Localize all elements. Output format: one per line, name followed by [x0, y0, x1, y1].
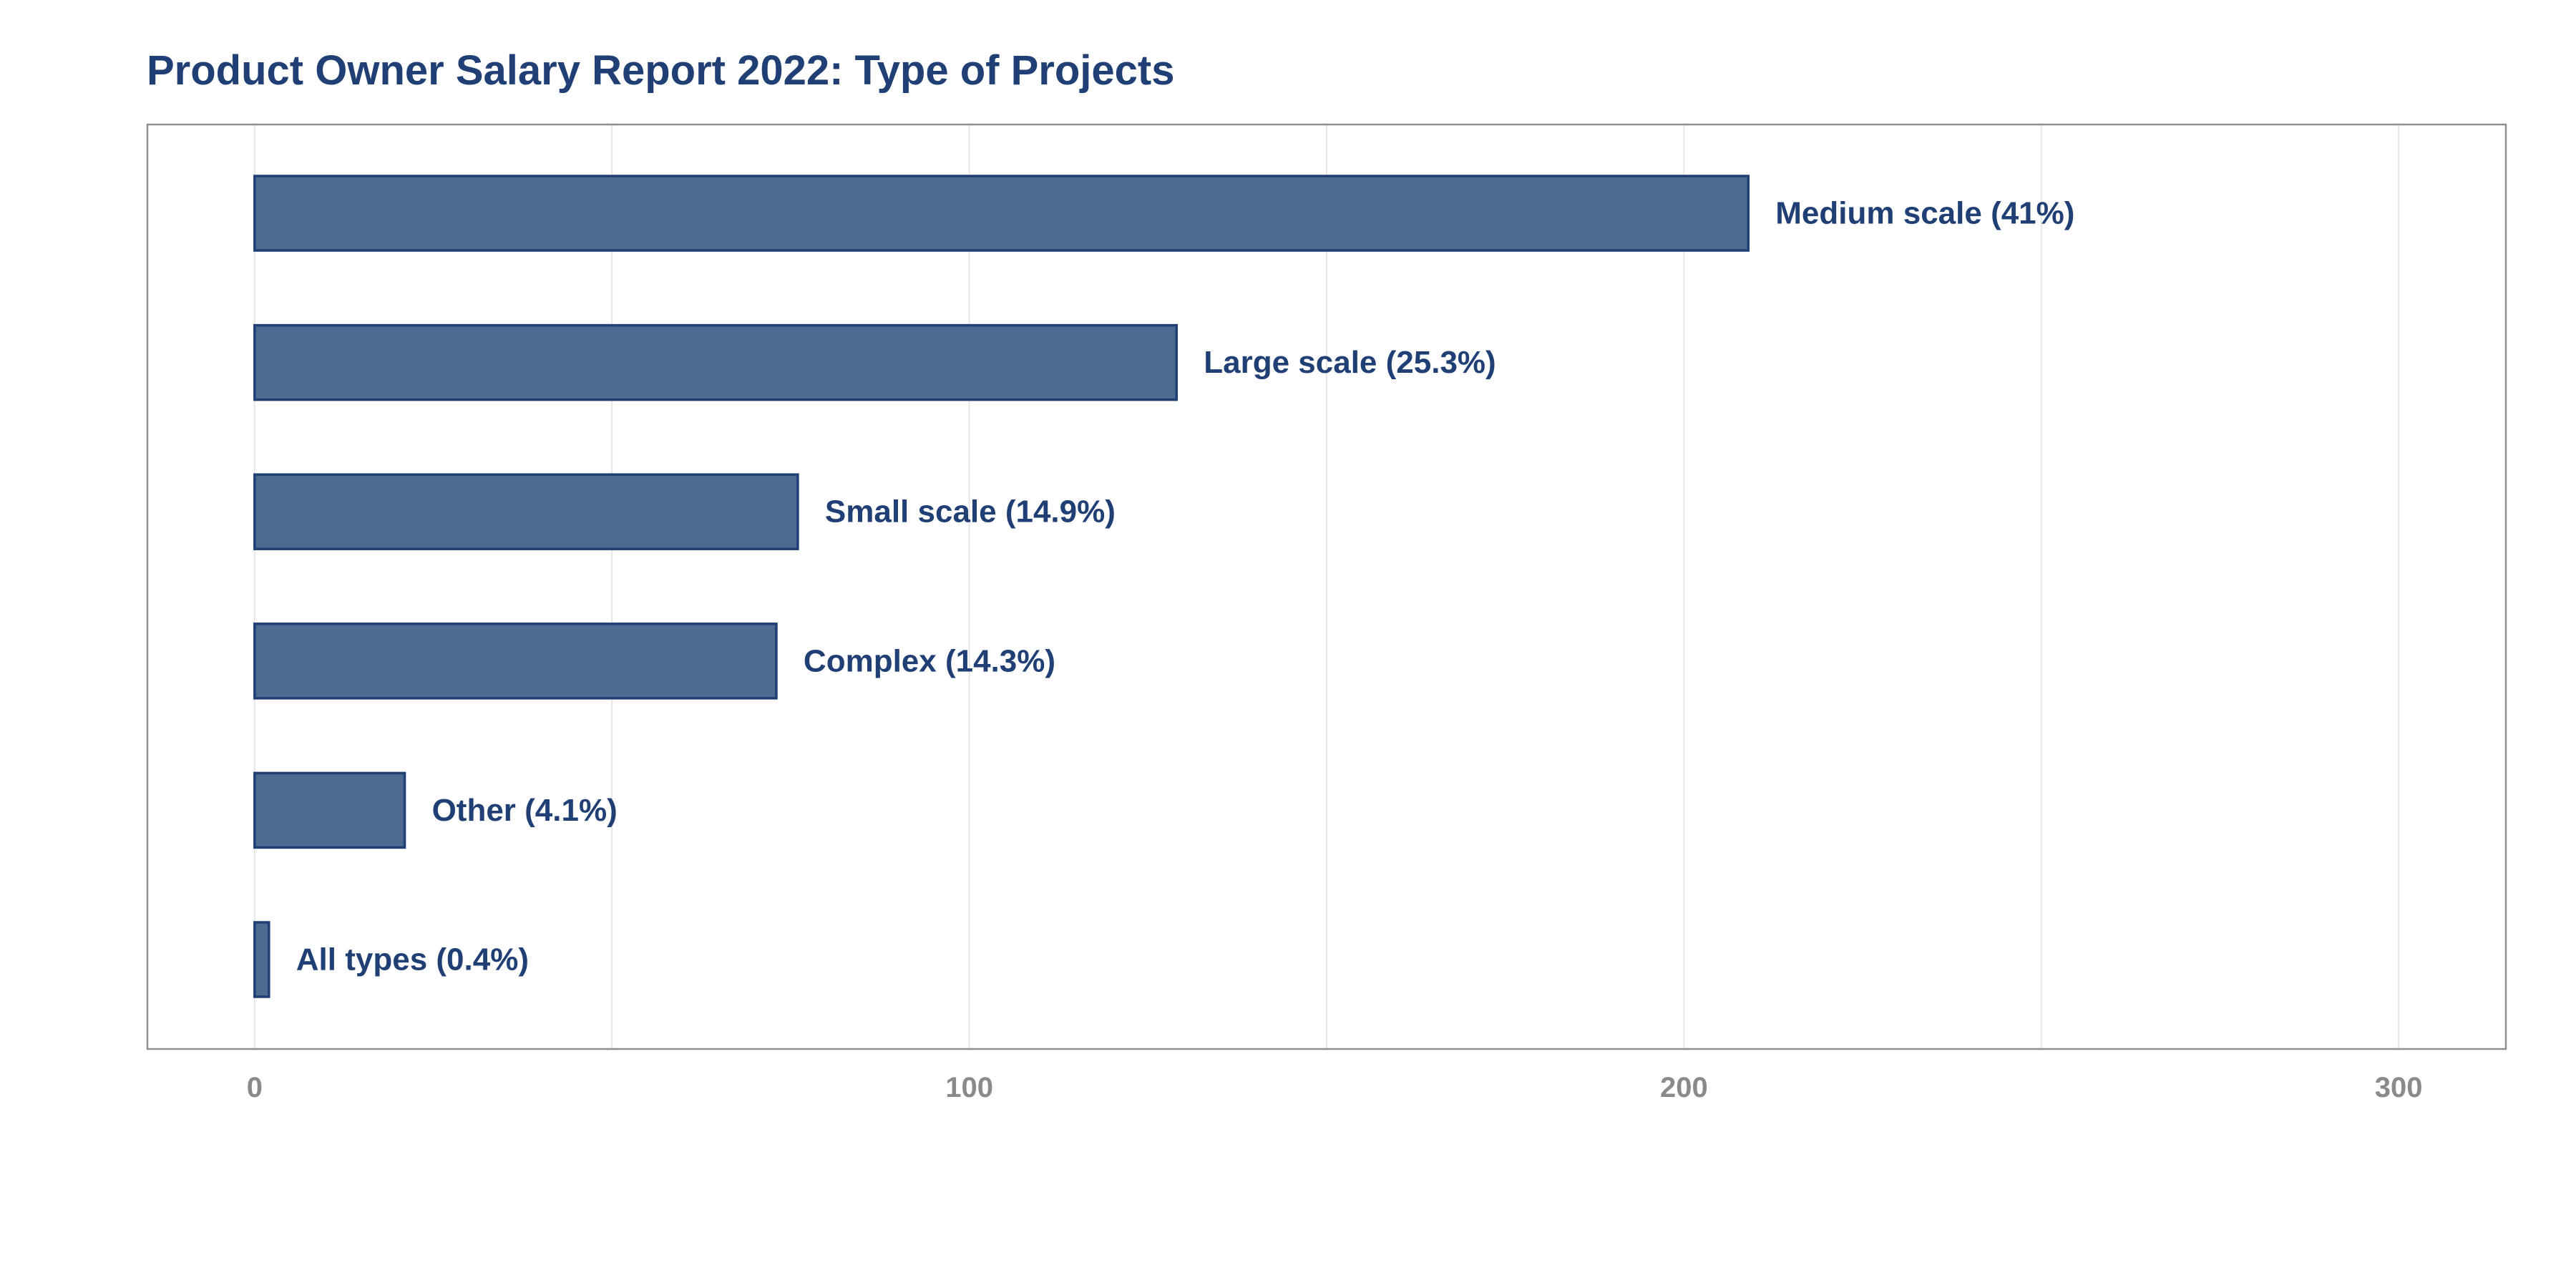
- x-axis-ticks: 0 100 200 300: [247, 1072, 2423, 1103]
- bar-label: Small scale (14.9%): [825, 494, 1116, 530]
- bar-label: Other (4.1%): [432, 793, 618, 828]
- bar-label: All types (0.4%): [296, 942, 529, 977]
- bar-label: Large scale (25.3%): [1204, 345, 1496, 380]
- grid-lines: [253, 125, 2400, 1049]
- x-tick-label: 200: [1660, 1072, 1708, 1103]
- chart-title: Product Owner Salary Report 2022: Type o…: [147, 47, 1175, 94]
- bars: [253, 175, 1750, 998]
- x-tick-label: 0: [247, 1072, 263, 1103]
- bar-complex: [253, 623, 778, 700]
- bar-medium-scale: [253, 175, 1750, 252]
- bar-label: Medium scale (41%): [1775, 196, 2074, 231]
- bar-labels: Medium scale (41%) Large scale (25.3%) Sma…: [296, 196, 2075, 977]
- bar-small-scale: [253, 473, 799, 550]
- bar-all-types: [253, 921, 270, 998]
- x-tick-label: 300: [2375, 1072, 2423, 1103]
- bar-large-scale: [253, 323, 1179, 401]
- bar-other: [253, 771, 406, 849]
- bar-label: Complex (14.3%): [804, 643, 1055, 678]
- x-tick-label: 100: [945, 1072, 993, 1103]
- plot-panel-border: [146, 123, 2507, 1050]
